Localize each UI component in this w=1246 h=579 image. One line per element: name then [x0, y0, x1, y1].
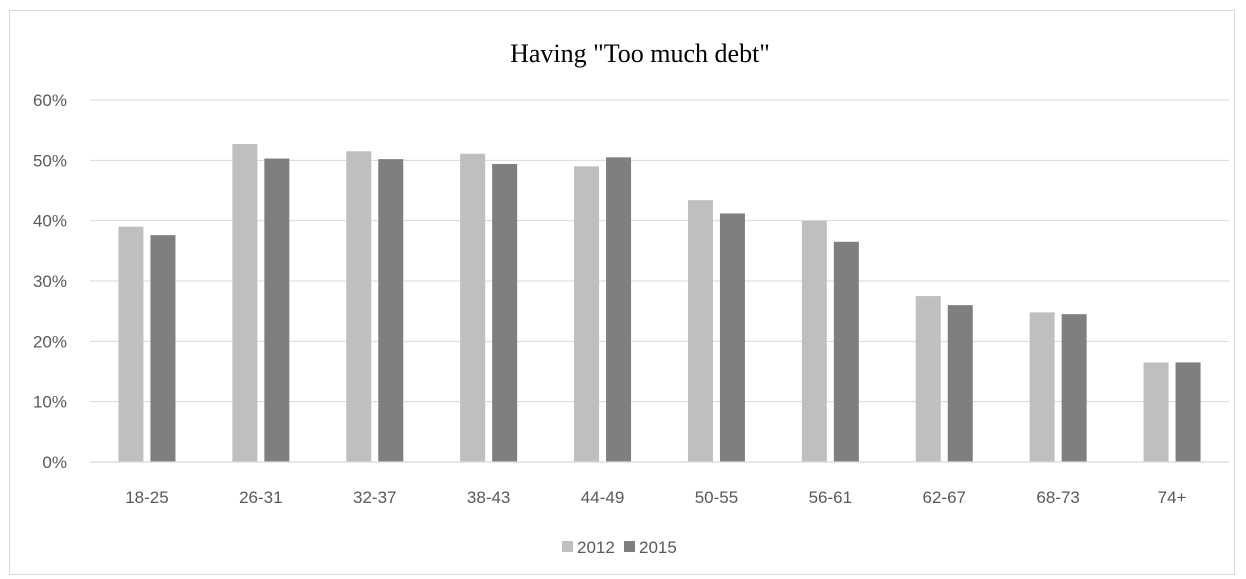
legend-swatch-2015: [624, 541, 635, 552]
gridlines: [90, 99, 1229, 403]
legend-swatch-2012: [562, 541, 573, 552]
x-tick-label: 74+: [1158, 488, 1187, 507]
bar-2015-44-49: [606, 157, 632, 463]
y-tick-label: 60%: [33, 91, 67, 110]
bar-2015-74+: [1175, 362, 1201, 462]
y-tick-label: 0%: [42, 453, 67, 472]
bar-2015-56-61: [833, 241, 859, 462]
y-tick-label: 40%: [33, 212, 67, 231]
x-tick-label: 62-67: [923, 488, 966, 507]
legend-label: 2015: [639, 538, 677, 557]
x-tick-label: 44-49: [581, 488, 624, 507]
bar-2015-38-43: [492, 163, 518, 462]
bar-2012-26-31: [232, 144, 258, 462]
bar-2012-74+: [1143, 362, 1169, 462]
bar-2012-50-55: [687, 200, 713, 463]
bar-2012-68-73: [1029, 312, 1055, 462]
bar-2012-56-61: [801, 220, 827, 462]
legend: 2012 2015: [562, 538, 677, 557]
y-axis-ticks: 0% 10% 20% 30% 40% 50% 60%: [33, 91, 67, 472]
bar-2015-62-67: [947, 305, 973, 462]
x-tick-label: 56-61: [809, 488, 852, 507]
x-tick-label: 18-25: [125, 488, 168, 507]
bar-2012-18-25: [118, 226, 144, 462]
x-tick-label: 32-37: [353, 488, 396, 507]
bar-2015-26-31: [264, 158, 290, 463]
legend-label: 2012: [577, 538, 615, 557]
x-tick-label: 26-31: [239, 488, 282, 507]
x-tick-label: 50-55: [695, 488, 738, 507]
x-axis-ticks: 18-25 26-31 32-37 38-43 44-49 50-55 56-61 62-67…: [125, 488, 1186, 507]
x-tick-label: 68-73: [1036, 488, 1079, 507]
bar-2012-44-49: [574, 166, 600, 462]
bar-2012-38-43: [460, 153, 486, 463]
bar-2015-18-25: [150, 235, 176, 462]
bar-2015-50-55: [719, 213, 745, 462]
x-tick-label: 38-43: [467, 488, 510, 507]
bar-2012-32-37: [346, 151, 372, 463]
y-tick-label: 50%: [33, 151, 67, 170]
bar-2015-68-73: [1061, 314, 1087, 462]
bars: [118, 144, 1201, 463]
y-tick-label: 20%: [33, 332, 67, 351]
y-tick-label: 10%: [33, 393, 67, 412]
bar-2015-32-37: [378, 159, 404, 463]
y-tick-label: 30%: [33, 272, 67, 291]
bar-2012-62-67: [915, 296, 941, 462]
chart-title: Having "Too much debt": [510, 39, 770, 68]
